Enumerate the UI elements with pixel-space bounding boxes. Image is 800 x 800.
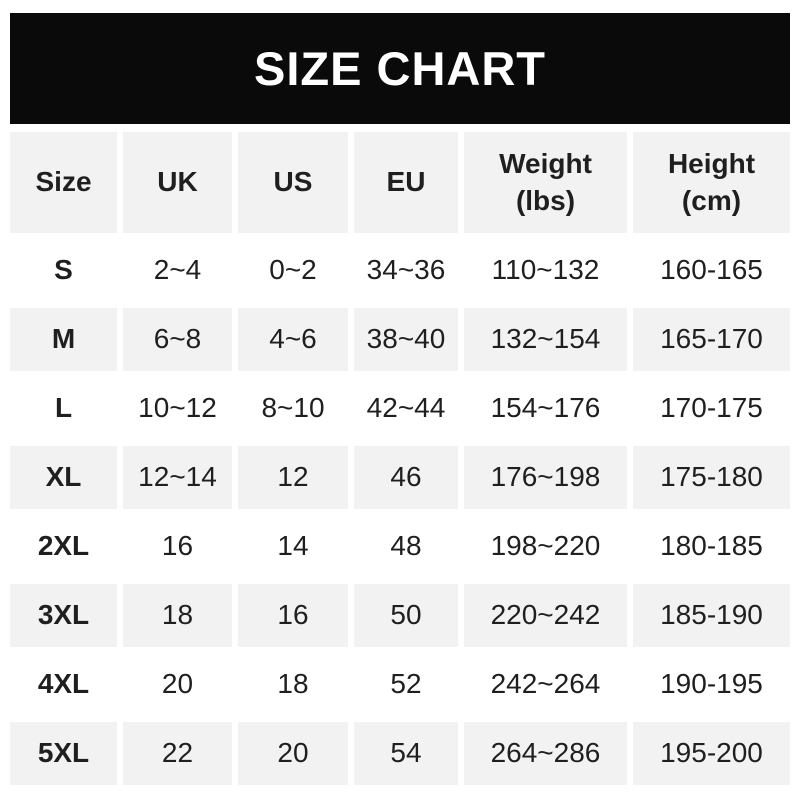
row-label-4xl: 4XL [10,653,117,716]
table-cell: 50 [354,584,458,647]
table-cell: 0~2 [238,239,348,302]
table-cell: 38~40 [354,308,458,371]
table-cell: 46 [354,446,458,509]
table-cell: 132~154 [464,308,627,371]
table-cell: 185-190 [633,584,790,647]
row-label-5xl: 5XL [10,722,117,785]
table-cell: 22 [123,722,232,785]
column-header-eu: EU [354,132,458,233]
row-label-3xl: 3XL [10,584,117,647]
page-title: SIZE CHART [254,42,546,95]
table-cell: 264~286 [464,722,627,785]
table-cell: 170-175 [633,377,790,440]
table-cell: 16 [123,515,232,578]
table-cell: 54 [354,722,458,785]
column-header-uk: UK [123,132,232,233]
table-cell: 180-185 [633,515,790,578]
column-header-us: US [238,132,348,233]
table-cell: 4~6 [238,308,348,371]
table-cell: 20 [123,653,232,716]
column-header-size: Size [10,132,117,233]
table-cell: 6~8 [123,308,232,371]
table-cell: 165-170 [633,308,790,371]
table-cell: 12 [238,446,348,509]
table-cell: 14 [238,515,348,578]
size-chart-banner: SIZE CHART [10,13,790,124]
table-cell: 190-195 [633,653,790,716]
table-cell: 175-180 [633,446,790,509]
table-cell: 18 [123,584,232,647]
table-cell: 176~198 [464,446,627,509]
row-label-l: L [10,377,117,440]
table-cell: 8~10 [238,377,348,440]
table-cell: 195-200 [633,722,790,785]
table-cell: 48 [354,515,458,578]
table-cell: 10~12 [123,377,232,440]
column-header-height: Height (cm) [633,132,790,233]
table-cell: 198~220 [464,515,627,578]
row-label-s: S [10,239,117,302]
table-cell: 110~132 [464,239,627,302]
row-label-2xl: 2XL [10,515,117,578]
size-table: Size UK US EU Weight (lbs) Height (cm) S… [10,132,790,785]
row-label-xl: XL [10,446,117,509]
table-cell: 42~44 [354,377,458,440]
table-cell: 20 [238,722,348,785]
row-label-m: M [10,308,117,371]
table-cell: 160-165 [633,239,790,302]
table-cell: 242~264 [464,653,627,716]
table-cell: 2~4 [123,239,232,302]
table-cell: 52 [354,653,458,716]
table-cell: 220~242 [464,584,627,647]
table-cell: 34~36 [354,239,458,302]
table-cell: 16 [238,584,348,647]
table-cell: 12~14 [123,446,232,509]
table-cell: 154~176 [464,377,627,440]
table-cell: 18 [238,653,348,716]
column-header-weight: Weight (lbs) [464,132,627,233]
